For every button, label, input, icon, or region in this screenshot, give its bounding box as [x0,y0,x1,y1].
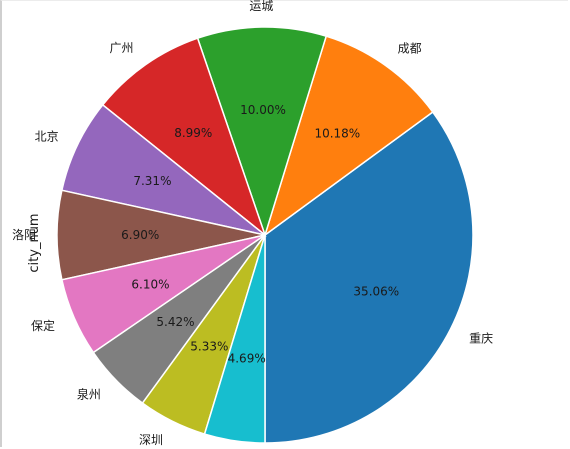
category-label-0: 重庆 [469,331,493,345]
category-label-6: 保定 [31,318,55,333]
percent-label-8: 5.33% [190,340,228,354]
percent-label-1: 10.18% [314,126,360,140]
percent-label-7: 5.42% [156,315,194,329]
percent-labels: 35.06% 10.18% 10.00% 8.99% 7.31% 6.90% 6.10% 5.… [121,103,399,365]
category-labels: 重庆成都运城广州北京洛阳保定泉州深圳上海 [12,0,493,447]
percent-label-0: 35.06% [353,284,399,298]
pie-slices [56,26,474,444]
percent-label-4: 7.31% [133,174,171,188]
pie-slice-1 [263,35,434,237]
category-label-7: 泉州 [77,387,101,401]
category-label-1: 成都 [398,42,422,56]
category-label-8: 深圳 [139,433,163,447]
y-axis-label: city_num [27,213,42,272]
category-label-5: 洛阳 [12,227,36,242]
category-label-2: 运城 [249,0,273,13]
category-label-3: 广州 [109,41,133,55]
pie-slice-2 [196,26,328,238]
percent-label-5: 6.90% [121,228,159,242]
pie-slice-0 [264,110,474,444]
percent-label-2: 10.00% [240,103,286,117]
percent-label-3: 8.99% [174,126,212,140]
percent-label-6: 6.10% [131,278,169,292]
pie-slice-9 [203,234,266,444]
percent-label-9: 4.69% [228,351,266,365]
category-label-4: 北京 [35,129,59,143]
pie-slice-3 [101,37,267,238]
